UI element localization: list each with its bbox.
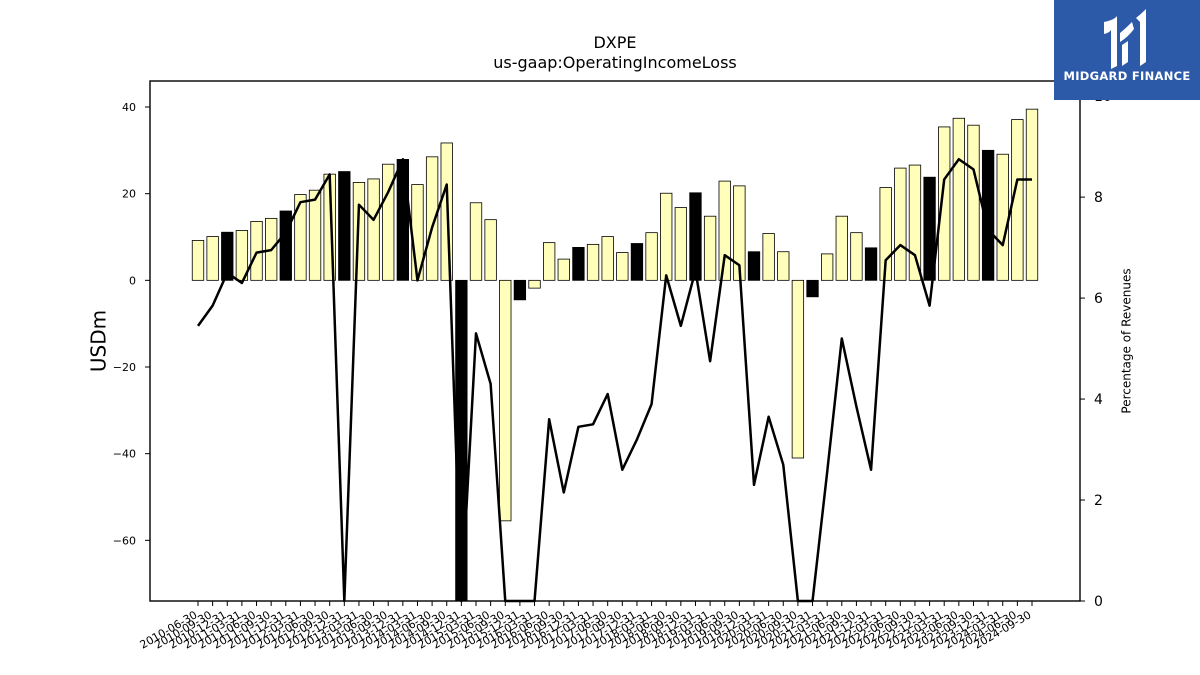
bar: [513, 279, 527, 301]
bar: [791, 279, 805, 459]
bar: [206, 236, 219, 281]
brand-logo: MIDGARD FINANCE: [1054, 0, 1200, 100]
bar: [382, 163, 395, 281]
midgard-logo-icon: [1104, 9, 1146, 69]
y2-tick-label: 8: [1094, 190, 1103, 206]
bar: [191, 240, 205, 281]
bar: [630, 243, 644, 281]
chart-subtitle: us-gaap:OperatingIncomeLoss: [493, 53, 737, 72]
y-tick-label: −20: [113, 361, 136, 374]
bar: [660, 192, 673, 281]
bar: [1025, 108, 1039, 281]
y2-tick-label: 0: [1094, 594, 1103, 610]
bar: [938, 126, 951, 281]
bar: [528, 279, 541, 289]
y-tick-label: 40: [122, 101, 136, 114]
bar: [879, 187, 892, 281]
y-tick-label: −40: [113, 448, 136, 461]
bar: [308, 189, 322, 281]
plot-frame: [149, 80, 1081, 602]
bar: [967, 124, 980, 281]
bar: [908, 164, 922, 281]
bar: [543, 242, 556, 281]
bar: [981, 149, 995, 281]
bar: [557, 258, 570, 281]
bar: [821, 253, 834, 281]
bar: [923, 176, 936, 281]
bar: [294, 194, 307, 281]
bar: [894, 167, 907, 281]
bar: [221, 231, 234, 281]
chart-title: DXPE: [593, 33, 636, 52]
bar: [703, 215, 717, 281]
y-axis-label: USDm: [87, 310, 111, 372]
percentage-line: [196, 158, 1032, 603]
brand-name: MIDGARD FINANCE: [1063, 69, 1191, 83]
bar: [601, 236, 614, 281]
y2-tick-label: 4: [1094, 392, 1103, 408]
bar: [762, 233, 775, 281]
bar: [645, 232, 658, 281]
bar: [674, 207, 687, 281]
bar: [996, 153, 1009, 281]
bar: [469, 202, 483, 281]
y-tick-label: 0: [129, 274, 136, 287]
y-tick-label: 20: [122, 188, 136, 201]
bar: [747, 251, 761, 281]
bar: [425, 156, 439, 281]
bar: [279, 210, 292, 281]
bar: [455, 279, 468, 602]
bar: [864, 247, 878, 281]
bar: [835, 215, 848, 281]
y2-tick-label: 2: [1094, 493, 1103, 509]
bar: [499, 279, 512, 522]
y2-tick-label: 6: [1094, 291, 1103, 307]
bar: [777, 251, 790, 281]
bar: [718, 180, 731, 281]
y-tick-label: −60: [113, 534, 136, 547]
bar: [586, 243, 600, 281]
bar: [396, 159, 409, 281]
bar: [806, 279, 819, 298]
bar: [952, 117, 965, 281]
bar: [572, 246, 585, 281]
y2-axis-label: Percentage of Revenues: [1120, 268, 1134, 413]
bar: [367, 178, 380, 281]
bar: [850, 232, 863, 281]
bar: [689, 192, 702, 281]
bar: [484, 219, 497, 281]
bar: [338, 171, 351, 281]
bar: [616, 252, 629, 281]
